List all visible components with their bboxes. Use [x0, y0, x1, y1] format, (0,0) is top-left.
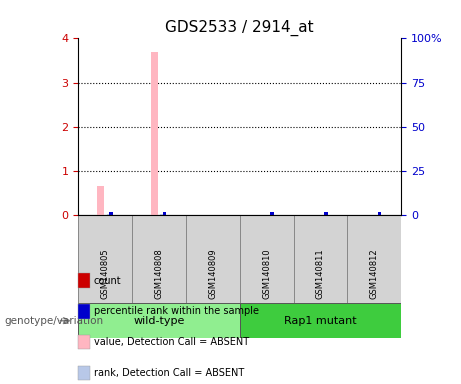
Bar — [240, 215, 294, 303]
Bar — [151, 51, 158, 215]
Text: percentile rank within the sample: percentile rank within the sample — [94, 306, 259, 316]
Bar — [240, 303, 401, 338]
Text: GSM140810: GSM140810 — [262, 248, 271, 299]
Text: GSM140805: GSM140805 — [101, 248, 110, 299]
Bar — [324, 212, 328, 215]
Text: wild-type: wild-type — [133, 316, 185, 326]
Text: value, Detection Call = ABSENT: value, Detection Call = ABSENT — [94, 337, 248, 347]
Bar — [78, 215, 132, 303]
Bar — [106, 214, 110, 215]
Bar — [163, 212, 166, 215]
Bar — [109, 212, 112, 215]
Text: count: count — [94, 276, 121, 286]
Bar — [347, 215, 401, 303]
Bar — [132, 215, 186, 303]
Bar — [294, 215, 347, 303]
Text: GSM140811: GSM140811 — [316, 248, 325, 299]
Text: GSM140812: GSM140812 — [370, 248, 378, 299]
Bar — [378, 212, 381, 215]
Text: rank, Detection Call = ABSENT: rank, Detection Call = ABSENT — [94, 368, 244, 378]
Bar — [270, 212, 274, 215]
Bar — [186, 215, 240, 303]
Text: genotype/variation: genotype/variation — [5, 316, 104, 326]
Bar — [160, 214, 164, 215]
Bar — [78, 303, 240, 338]
Title: GDS2533 / 2914_at: GDS2533 / 2914_at — [165, 20, 314, 36]
Bar — [97, 186, 105, 215]
Text: Rap1 mutant: Rap1 mutant — [284, 316, 357, 326]
Text: GSM140809: GSM140809 — [208, 248, 217, 299]
Text: GSM140808: GSM140808 — [154, 248, 164, 299]
